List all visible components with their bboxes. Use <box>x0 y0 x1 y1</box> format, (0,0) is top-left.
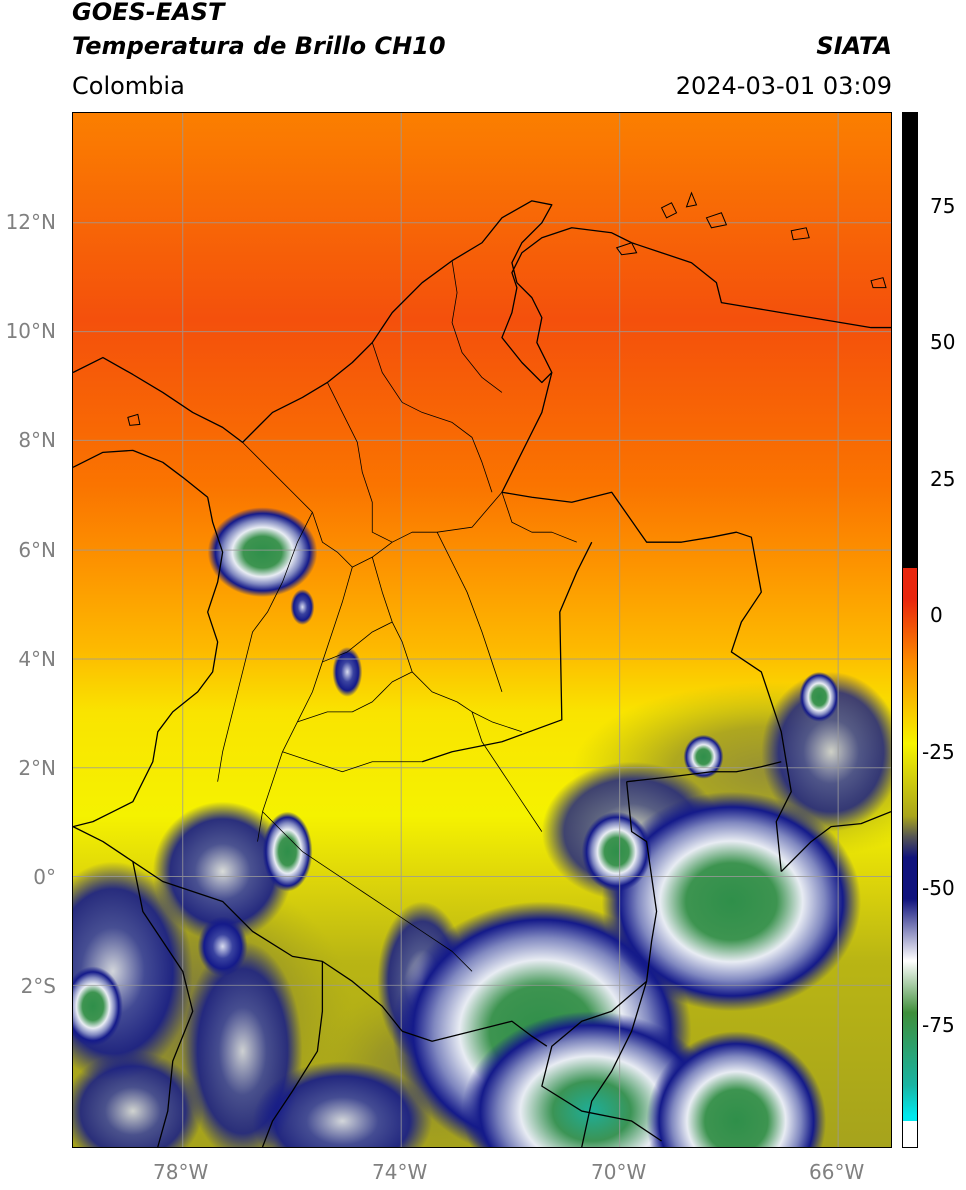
lat-tick-8n: 8°N <box>18 428 56 452</box>
colorbar-label-0: 0 <box>930 603 943 627</box>
colorbar-label-minus25: -25 <box>922 740 955 764</box>
cloud-systems <box>73 507 891 1147</box>
colorbar-label-75: 75 <box>930 194 956 218</box>
satellite-title: GOES-EAST <box>72 0 225 26</box>
brightness-temperature-map <box>73 113 891 1147</box>
lon-tick-70w: 70°W <box>591 1160 647 1184</box>
map-panel <box>72 112 892 1148</box>
lon-tick-66w: 66°W <box>809 1160 865 1184</box>
temperature-colorbar <box>902 112 918 1148</box>
agency-label: SIATA <box>816 32 892 60</box>
lat-tick-2n: 2°N <box>18 756 56 780</box>
region-label: Colombia <box>72 72 185 100</box>
product-title: Temperatura de Brillo CH10 <box>72 32 446 60</box>
colorbar-label-minus50: -50 <box>922 876 955 900</box>
lon-tick-78w: 78°W <box>153 1160 209 1184</box>
colorbar-label-50: 50 <box>930 330 956 354</box>
lat-tick-6n: 6°N <box>18 538 56 562</box>
lon-tick-74w: 74°W <box>372 1160 428 1184</box>
lat-tick-2s: 2°S <box>20 974 56 998</box>
datetime-label: 2024-03-01 03:09 <box>675 72 892 100</box>
country-borders <box>73 200 891 1147</box>
department-boundaries <box>217 260 577 972</box>
graticule <box>73 113 891 1147</box>
islands <box>127 191 887 426</box>
colorbar-label-minus75: -75 <box>922 1013 955 1037</box>
colorbar-label-25: 25 <box>930 467 956 491</box>
lat-tick-12n: 12°N <box>5 210 56 234</box>
lat-tick-0: 0° <box>33 865 56 889</box>
lat-tick-4n: 4°N <box>18 647 56 671</box>
lat-tick-10n: 10°N <box>5 319 56 343</box>
